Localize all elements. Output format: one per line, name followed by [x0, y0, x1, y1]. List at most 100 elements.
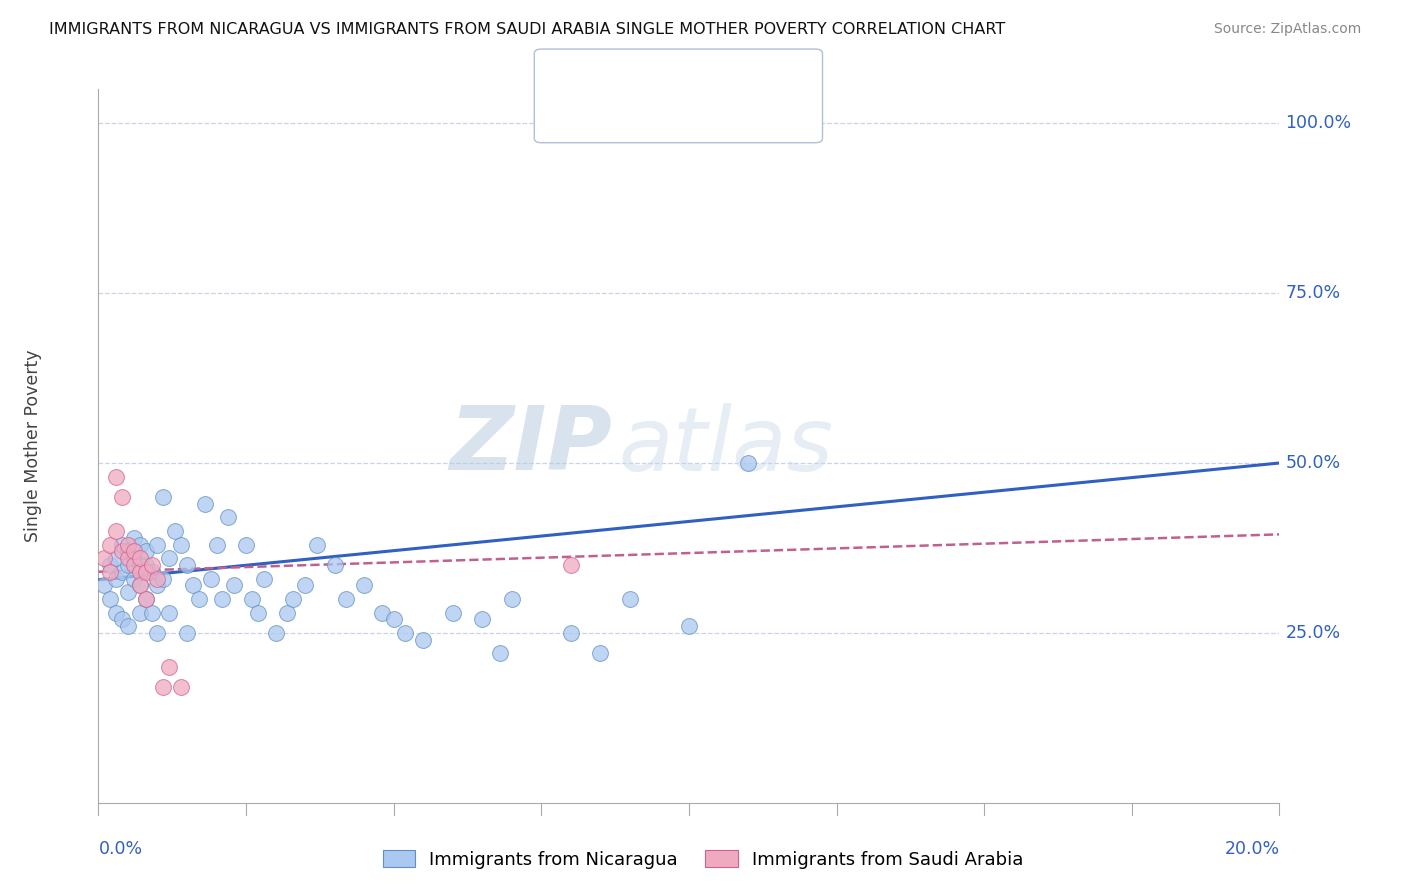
Text: N =: N =: [683, 68, 724, 86]
Point: [128, 606, 150, 620]
FancyBboxPatch shape: [550, 99, 581, 128]
Point: [105, 551, 128, 566]
Point: [157, 660, 180, 674]
Point: [200, 572, 222, 586]
Point: [165, 524, 187, 538]
Point: [105, 572, 128, 586]
Text: 50.0%: 50.0%: [1285, 454, 1340, 472]
Point: [205, 537, 228, 551]
Point: [135, 591, 157, 606]
Point: [117, 558, 139, 572]
Point: [589, 646, 612, 660]
Point: [170, 537, 193, 551]
Point: [737, 456, 759, 470]
Point: [105, 606, 128, 620]
Text: 25.0%: 25.0%: [1285, 624, 1340, 642]
Point: [323, 558, 346, 572]
Point: [176, 558, 198, 572]
Point: [246, 606, 269, 620]
Text: 22: 22: [714, 104, 740, 122]
Point: [353, 578, 375, 592]
FancyBboxPatch shape: [550, 62, 581, 91]
Point: [117, 544, 139, 558]
Point: [117, 537, 139, 551]
Point: [122, 572, 145, 586]
Point: [135, 544, 157, 558]
Text: ZIP: ZIP: [450, 402, 612, 490]
Point: [441, 606, 464, 620]
Point: [382, 612, 405, 626]
Point: [560, 558, 582, 572]
Point: [141, 606, 163, 620]
Point: [117, 619, 139, 633]
Point: [141, 565, 163, 579]
Point: [152, 490, 174, 504]
Point: [170, 680, 193, 694]
Point: [264, 626, 287, 640]
Point: [122, 544, 145, 558]
Point: [111, 537, 134, 551]
Point: [394, 626, 416, 640]
Text: 100.0%: 100.0%: [1285, 114, 1351, 132]
Point: [371, 606, 394, 620]
Point: [128, 578, 150, 592]
Text: Single Mother Poverty: Single Mother Poverty: [24, 350, 42, 542]
Point: [105, 469, 128, 483]
Point: [283, 591, 305, 606]
Point: [619, 591, 641, 606]
Point: [135, 565, 157, 579]
Text: N =: N =: [683, 104, 724, 122]
Text: atlas: atlas: [619, 403, 832, 489]
Point: [146, 626, 169, 640]
Point: [412, 632, 434, 647]
Point: [501, 591, 523, 606]
Point: [122, 558, 145, 572]
Point: [276, 606, 298, 620]
Point: [211, 591, 233, 606]
Point: [98, 537, 121, 551]
Point: [122, 551, 145, 566]
Point: [122, 531, 145, 545]
Point: [98, 558, 121, 572]
Point: [111, 490, 134, 504]
Point: [176, 626, 198, 640]
Point: [93, 578, 115, 592]
Point: [128, 537, 150, 551]
Point: [181, 578, 204, 592]
Point: [128, 558, 150, 572]
Point: [111, 612, 134, 626]
Point: [471, 612, 494, 626]
Point: [240, 591, 263, 606]
Point: [111, 565, 134, 579]
Point: [489, 646, 512, 660]
Point: [152, 572, 174, 586]
Point: [224, 578, 246, 592]
Text: IMMIGRANTS FROM NICARAGUA VS IMMIGRANTS FROM SAUDI ARABIA SINGLE MOTHER POVERTY : IMMIGRANTS FROM NICARAGUA VS IMMIGRANTS …: [49, 22, 1005, 37]
Text: 0.0%: 0.0%: [98, 840, 142, 858]
Point: [98, 565, 121, 579]
Point: [128, 578, 150, 592]
Point: [146, 537, 169, 551]
Point: [253, 572, 276, 586]
Point: [335, 591, 357, 606]
Text: 75.0%: 75.0%: [1285, 284, 1340, 302]
Point: [141, 558, 163, 572]
Point: [117, 585, 139, 599]
Text: 0.055: 0.055: [621, 104, 679, 122]
Point: [146, 572, 169, 586]
Point: [105, 524, 128, 538]
Text: R =: R =: [589, 68, 628, 86]
Point: [111, 544, 134, 558]
Point: [98, 591, 121, 606]
Legend: Immigrants from Nicaragua, Immigrants from Saudi Arabia: Immigrants from Nicaragua, Immigrants fr…: [375, 843, 1031, 876]
Point: [128, 551, 150, 566]
Point: [157, 551, 180, 566]
Text: 0.254: 0.254: [621, 68, 679, 86]
Text: 69: 69: [714, 68, 740, 86]
Point: [146, 578, 169, 592]
Point: [128, 565, 150, 579]
Point: [157, 606, 180, 620]
Point: [678, 619, 700, 633]
Point: [117, 551, 139, 566]
Point: [560, 626, 582, 640]
